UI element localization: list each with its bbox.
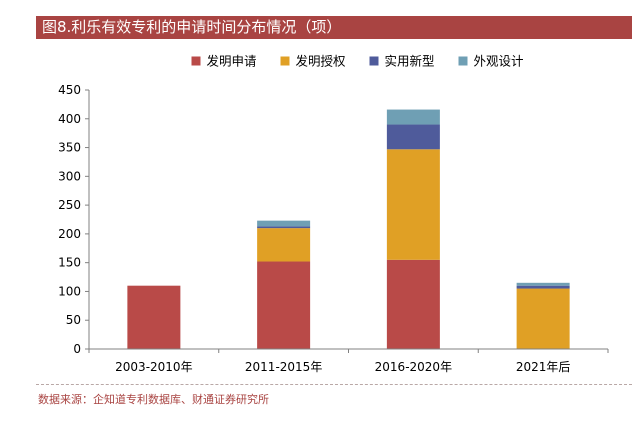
y-tick-label: 250	[58, 198, 81, 212]
y-axis: 0 50 100 150 200 250 300 350 400 450	[58, 83, 90, 356]
legend-label: 外观设计	[474, 54, 524, 69]
bars	[127, 109, 570, 349]
footer-rule	[36, 384, 632, 385]
legend-swatch	[191, 56, 201, 66]
x-tick-label: 2011-2015年	[245, 360, 322, 374]
data-source-note: 数据来源：企知道专利数据库、财通证券研究所	[38, 393, 269, 406]
y-tick-label: 300	[58, 169, 81, 183]
legend-label: 发明申请	[207, 54, 257, 69]
bar-segment	[257, 220, 311, 227]
legend-swatch	[458, 56, 468, 66]
legend-label: 发明授权	[296, 54, 347, 69]
y-tick-label: 450	[58, 83, 81, 97]
bar-segment	[386, 259, 440, 349]
x-tick-label: 2016-2020年	[375, 360, 452, 374]
x-tick-label: 2003-2010年	[115, 360, 192, 374]
chart-title: 图8.利乐有效专利的申请时间分布情况（项）	[36, 16, 632, 39]
legend-swatch	[369, 56, 379, 66]
x-tick-label: 2021年后	[516, 360, 571, 374]
bar-segment	[257, 226, 311, 229]
x-axis: 2003-2010年 2011-2015年 2016-2020年 2021年后	[88, 348, 609, 374]
bar-segment	[127, 285, 181, 349]
legend-label: 实用新型	[385, 54, 435, 69]
bar-segment	[386, 109, 440, 125]
bar-segment	[386, 124, 440, 150]
bar-segment	[386, 149, 440, 260]
y-tick-label: 150	[58, 256, 81, 270]
y-tick-label: 200	[58, 227, 81, 241]
y-tick-label: 50	[66, 313, 81, 327]
legend-swatch	[280, 56, 290, 66]
bar-segment	[257, 228, 311, 262]
y-tick-label: 400	[58, 112, 81, 126]
y-tick-label: 0	[73, 342, 81, 356]
bar-segment	[257, 261, 311, 349]
y-tick-label: 100	[58, 284, 81, 298]
legend: 发明申请 发明授权 实用新型 外观设计	[191, 54, 524, 69]
y-tick-label: 350	[58, 141, 81, 155]
bar-segment	[516, 282, 570, 286]
bar-segment	[516, 288, 570, 349]
bar-segment	[516, 285, 570, 289]
